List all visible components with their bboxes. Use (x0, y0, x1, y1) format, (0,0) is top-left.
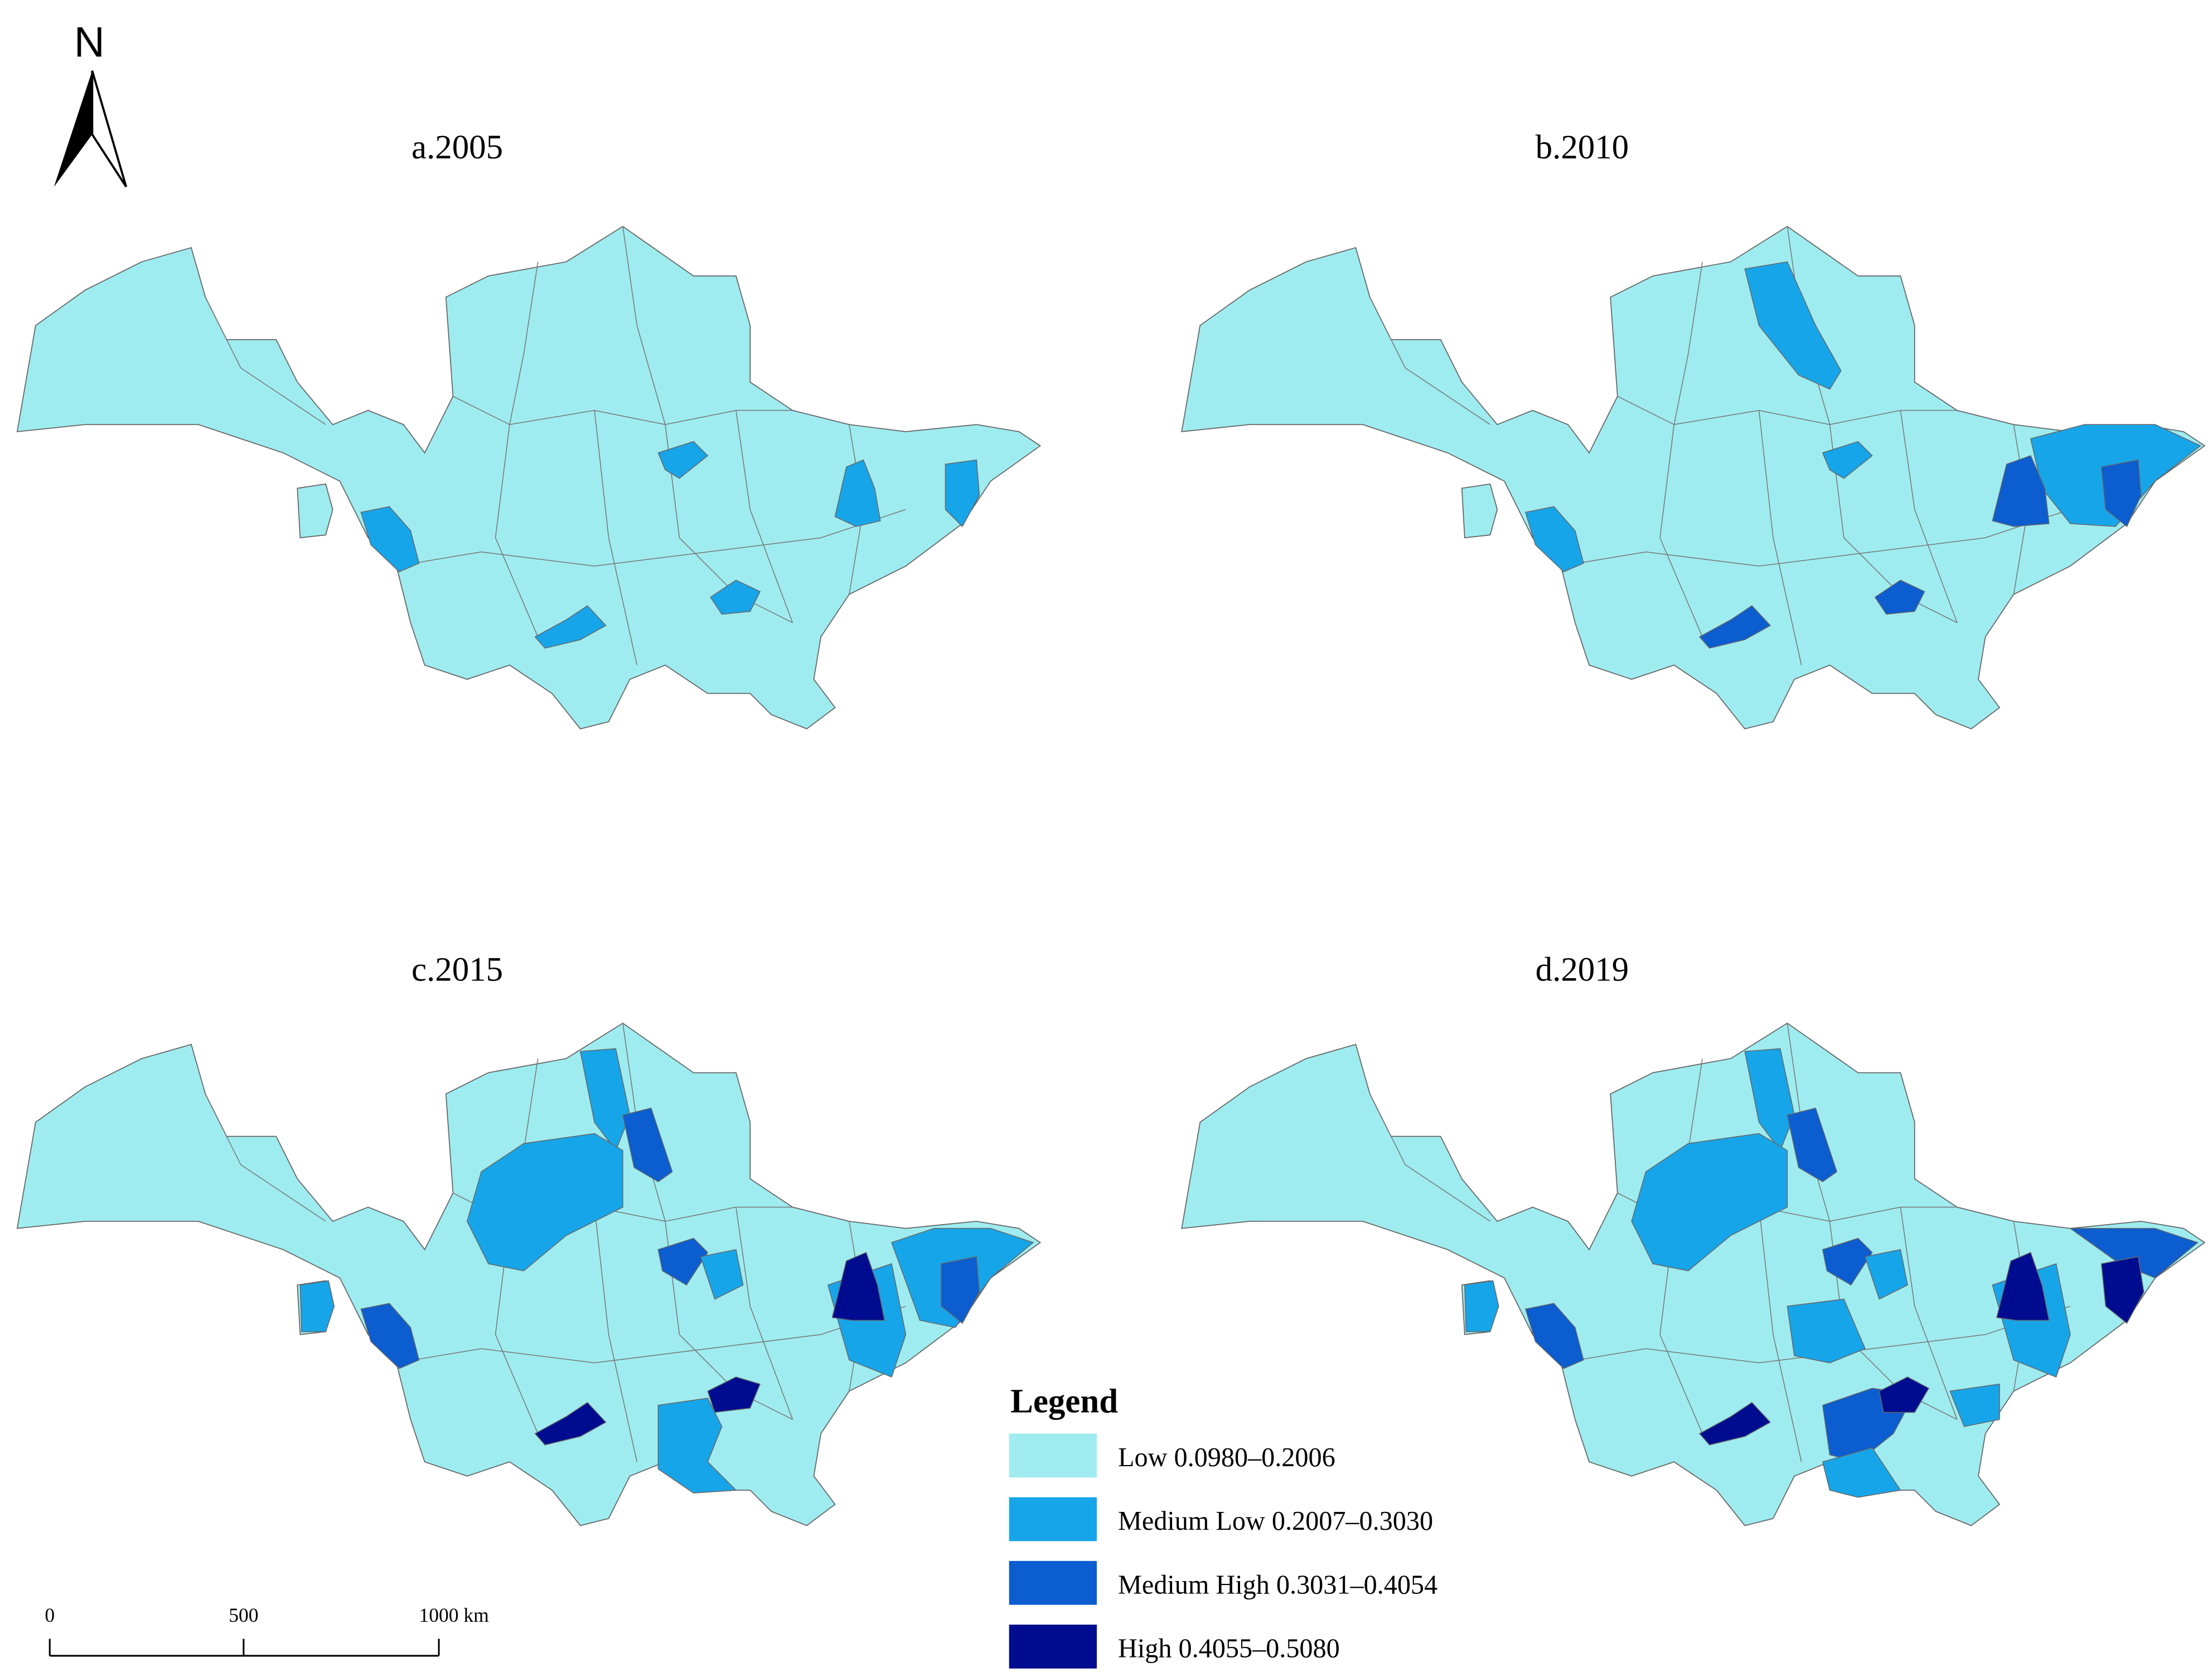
region (831, 1251, 885, 1321)
map-panel (1181, 225, 2206, 729)
region-base (16, 225, 1042, 729)
scale-label: 1000 km (419, 1604, 490, 1626)
boundary (396, 1306, 906, 1364)
boundary (665, 424, 793, 624)
boundary (622, 226, 666, 425)
boundary (205, 297, 326, 425)
legend: Legend Low 0.0980–0.2006 Medium Low 0.200… (1009, 1383, 1437, 1669)
panel-title: d.2019 (1536, 951, 1629, 989)
region (1524, 1303, 1584, 1369)
map-panel (1181, 1022, 2206, 1526)
region (1874, 579, 1925, 615)
region (1822, 1238, 1873, 1286)
region (1744, 261, 1842, 390)
region (1524, 506, 1584, 573)
panel-title: a.2005 (412, 129, 503, 166)
region (534, 1401, 607, 1446)
panel-title: b.2010 (1536, 129, 1629, 166)
region (1879, 1376, 1930, 1413)
region (1822, 1447, 1901, 1498)
region (1822, 441, 1873, 479)
boundary (1758, 1207, 1802, 1462)
legend-label: Medium Low 0.2007–0.3030 (1118, 1506, 1433, 1536)
scale-label: 0 (45, 1604, 55, 1626)
scale-label: 500 (229, 1604, 258, 1626)
boundary (1561, 509, 2071, 567)
legend-swatch (1009, 1497, 1097, 1541)
scale-bar: 0 500 1000 km (45, 1604, 490, 1657)
boundary (594, 1207, 638, 1462)
boundary (396, 509, 906, 567)
legend-label: Low 0.0980–0.2006 (1118, 1443, 1335, 1472)
boundary (1900, 1207, 1958, 1420)
region-base (297, 483, 333, 539)
region (1787, 1107, 1838, 1182)
region (657, 1398, 737, 1494)
map-panel (16, 225, 1042, 729)
region (1464, 1280, 1499, 1332)
region (657, 1238, 709, 1286)
region (299, 1280, 335, 1332)
boundary (509, 262, 539, 425)
map-panel (16, 1022, 1042, 1526)
boundary (1369, 297, 1490, 425)
region (579, 1048, 631, 1152)
arrow-right (91, 70, 128, 187)
region (2100, 459, 2142, 528)
region (945, 459, 980, 528)
boundary (665, 1221, 793, 1420)
region (534, 605, 607, 649)
panel-title: c.2015 (412, 951, 503, 989)
region (1992, 455, 2050, 527)
boundary (205, 1094, 326, 1222)
legend-items: Low 0.0980–0.2006 Medium Low 0.2007–0.303… (1009, 1433, 1437, 1669)
region (834, 459, 881, 527)
region (1744, 1048, 1795, 1152)
legend-swatch (1009, 1433, 1097, 1478)
region (1996, 1251, 2050, 1321)
arrow-left (54, 70, 93, 187)
region (1698, 1401, 1771, 1446)
legend-label: High 0.4055–0.5080 (1118, 1633, 1340, 1663)
north-arrow: N (54, 19, 128, 187)
legend-title: Legend (1010, 1383, 1118, 1420)
boundary (495, 424, 539, 637)
region (360, 1303, 420, 1369)
region (2100, 1256, 2145, 1324)
boundary (1829, 424, 1958, 624)
boundary (1900, 410, 1958, 623)
boundary (1829, 1221, 1958, 1420)
legend-swatch (1009, 1625, 1097, 1669)
north-label: N (74, 19, 105, 66)
boundary (1673, 262, 1703, 425)
region (1787, 1298, 1866, 1364)
region-base (1461, 483, 1498, 539)
region (700, 1249, 744, 1300)
region (707, 1376, 761, 1413)
boundary (1617, 395, 1957, 426)
region (466, 1133, 623, 1272)
region (622, 1107, 673, 1182)
region (1698, 605, 1771, 649)
boundary (453, 395, 793, 426)
legend-swatch (1009, 1560, 1097, 1605)
region (360, 506, 420, 573)
boundary (735, 410, 793, 623)
legend-label: Medium High 0.3031–0.4054 (1118, 1570, 1437, 1599)
boundary (1659, 424, 1703, 637)
boundary (735, 1207, 793, 1420)
region (657, 441, 709, 479)
region (710, 579, 761, 615)
region (1864, 1249, 1908, 1300)
region (2069, 1227, 2199, 1279)
panels: a.2005 b.2010 c.2015 d.2019 (16, 129, 2206, 1526)
region (941, 1256, 980, 1324)
boundary (1369, 1094, 1490, 1222)
boundary (1758, 410, 1802, 665)
region (1949, 1383, 2000, 1427)
boundary (594, 410, 638, 665)
region (1631, 1133, 1788, 1272)
